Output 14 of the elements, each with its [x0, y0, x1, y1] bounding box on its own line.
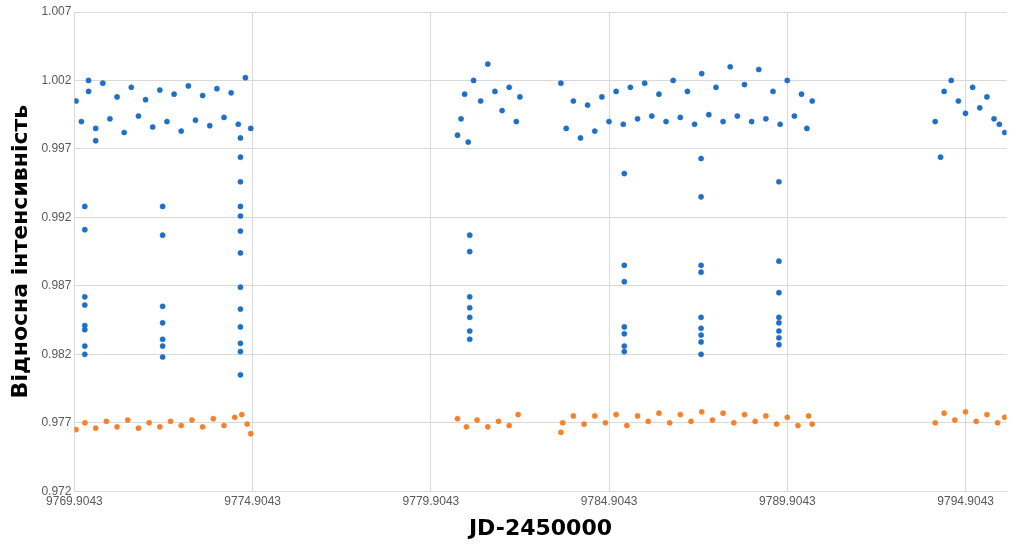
x-axis-title: JD-2450000: [466, 514, 613, 540]
y-tick-label: 1.007: [41, 4, 72, 19]
y-tick-label: 1.002: [41, 72, 72, 87]
x-tick-label: 9774.9043: [224, 493, 282, 508]
y-tick-label: 0.982: [41, 346, 72, 361]
y-tick-label: 0.987: [41, 278, 72, 293]
x-tick-label: 9779.9043: [402, 493, 460, 508]
x-tick-label: 9789.9043: [759, 493, 817, 508]
x-tick-label: 9784.9043: [580, 493, 638, 508]
y-axis-title: Відносна інтенсивність: [6, 104, 32, 399]
x-tick-label: 9794.9043: [937, 493, 995, 508]
y-tick-label: 0.977: [41, 415, 72, 430]
y-tick-label: 0.992: [41, 209, 72, 224]
y-tick-label: 0.997: [41, 141, 72, 156]
